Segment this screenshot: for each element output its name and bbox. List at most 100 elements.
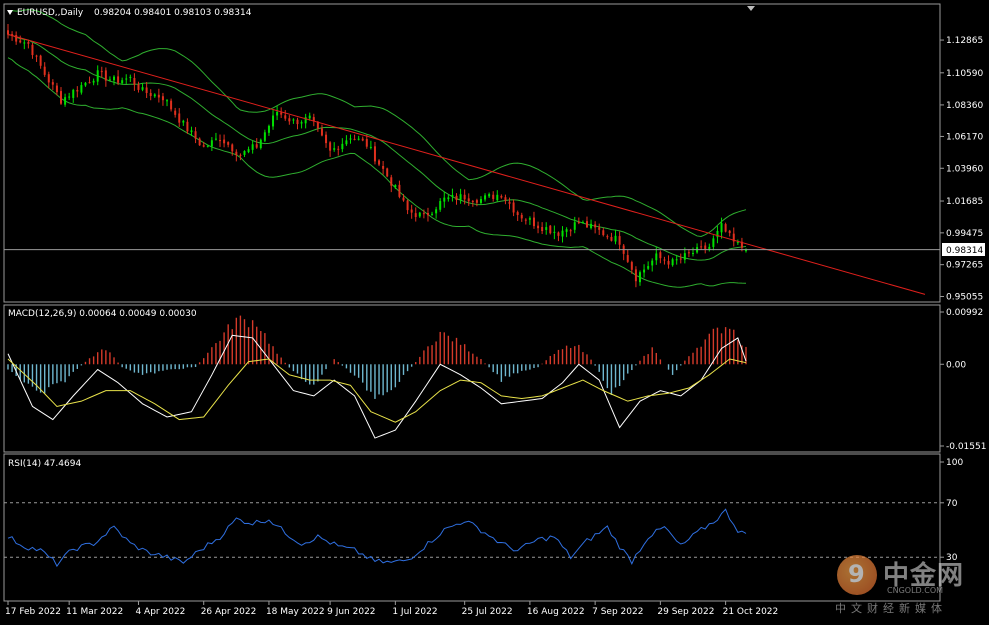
candle-body <box>528 218 531 220</box>
collapse-arrow-icon[interactable] <box>7 10 13 15</box>
date-tick-label: 29 Sep 2022 <box>657 607 714 617</box>
candle-body <box>280 112 283 115</box>
candle-body <box>247 149 250 153</box>
candle-body <box>459 194 462 200</box>
candle-body <box>157 94 160 98</box>
candle-body <box>214 138 217 140</box>
candle-body <box>320 128 323 136</box>
candle-body <box>43 66 46 75</box>
price-pane-frame <box>3 3 941 303</box>
macd-tick-label: 0.00 <box>946 360 966 370</box>
candle-body <box>357 138 360 140</box>
candle-body <box>439 201 442 210</box>
candle-body <box>479 199 482 203</box>
rsi-pane: 100 70 30 RSI(14) 47.4694 <box>3 453 963 602</box>
macd-line <box>7 334 747 439</box>
candle-body <box>691 253 694 255</box>
candle-body <box>557 232 560 236</box>
candle-body <box>581 222 584 224</box>
candle-body <box>414 213 417 218</box>
candle-body <box>394 185 397 188</box>
macd-tick-label: -0.01551 <box>946 442 986 452</box>
candle-body <box>365 139 368 147</box>
rsi-axis: 100 70 30 <box>940 458 963 563</box>
candle-body <box>573 222 576 230</box>
candle-body <box>92 80 95 83</box>
candle-body <box>100 71 103 73</box>
candle-body <box>447 197 450 200</box>
macd-tick-label: 0.00992 <box>946 308 983 318</box>
candle-body <box>732 233 735 242</box>
candle-body <box>606 236 609 238</box>
candle-body <box>553 231 556 233</box>
candle-body <box>630 262 633 270</box>
candle-body <box>341 143 344 150</box>
rsi-pane-frame <box>3 453 941 602</box>
candle-body <box>15 35 18 42</box>
candle-body <box>239 154 242 156</box>
candle-body <box>194 131 197 139</box>
candle-body <box>153 94 156 97</box>
rsi-title: RSI(14) 47.4694 <box>8 459 81 469</box>
candle-body <box>577 222 580 224</box>
macd-axis: 0.00992 0.00 -0.01551 <box>940 308 986 452</box>
candle-body <box>443 197 446 202</box>
candle-body <box>349 138 352 140</box>
price-tick-label: 1.01685 <box>946 197 983 207</box>
price-tick-label: 1.10590 <box>946 69 983 79</box>
date-tick-label: 16 Aug 2022 <box>527 607 585 617</box>
candle-body <box>206 145 209 147</box>
shift-marker-icon[interactable] <box>747 6 755 11</box>
candle-body <box>288 118 291 122</box>
candle-body <box>235 151 238 156</box>
candle-body <box>170 100 173 110</box>
candle-body <box>96 70 99 82</box>
candle-body <box>716 230 719 238</box>
candle-body <box>55 85 58 93</box>
watermark-sub: 中文财经新媒体 <box>835 602 947 615</box>
candle-body <box>60 91 63 104</box>
candle-body <box>643 269 646 273</box>
candle-body <box>47 74 50 83</box>
candle-body <box>675 259 678 261</box>
date-tick-label: 26 Apr 2022 <box>201 607 257 617</box>
candle-body <box>133 78 136 85</box>
candle-body <box>137 84 140 90</box>
candle-body <box>712 238 715 247</box>
candle-body <box>76 90 79 92</box>
candle-body <box>125 78 128 80</box>
candle-body <box>182 120 185 123</box>
candle-body <box>496 194 499 201</box>
candle-body <box>272 115 275 127</box>
candle-body <box>308 115 311 119</box>
candle-body <box>418 212 421 217</box>
bb-upper <box>7 8 747 238</box>
candle-body <box>23 42 26 44</box>
candle-body <box>390 177 393 186</box>
date-tick-label: 18 May 2022 <box>266 607 325 617</box>
candle-body <box>361 138 364 141</box>
price-tick-label: 1.06170 <box>946 132 983 142</box>
candle-body <box>129 76 132 78</box>
candle-body <box>549 225 552 234</box>
price-tick-label: 1.03960 <box>946 164 983 174</box>
candle-body <box>113 76 116 81</box>
candle-body <box>178 113 181 123</box>
candle-body <box>186 121 189 132</box>
cngold-logo-icon: 9 <box>837 555 877 595</box>
candle-body <box>51 82 54 85</box>
candle-body <box>561 230 564 237</box>
candle-body <box>492 194 495 199</box>
candle-body <box>745 249 747 252</box>
candle-body <box>378 160 381 165</box>
candle-body <box>243 151 246 155</box>
candle-body <box>634 269 637 282</box>
candle-body <box>382 165 385 169</box>
candle-body <box>504 197 507 201</box>
macd-pane: 0.00992 0.00 -0.01551 MACD(12,26,9) 0.0006… <box>3 304 986 453</box>
candle-body <box>475 200 478 203</box>
candle-body <box>736 242 739 244</box>
candle-body <box>598 227 601 230</box>
